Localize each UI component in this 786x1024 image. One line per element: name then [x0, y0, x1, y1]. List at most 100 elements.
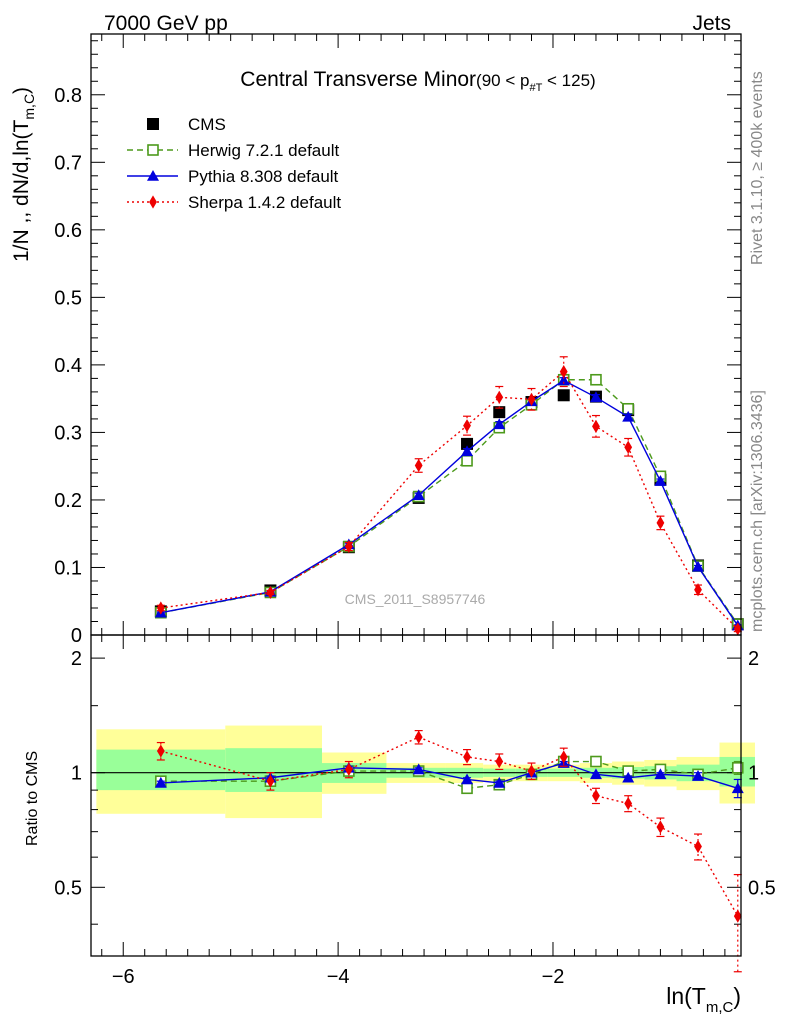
main-y-tick-label: 0.8: [54, 85, 82, 107]
main-data-point: [692, 560, 705, 572]
legend-marker: [147, 170, 159, 181]
main-data-point: [461, 437, 474, 450]
x-label-text: ln(T: [666, 983, 706, 1009]
main-data-point: [557, 389, 570, 402]
main-data-point: [557, 374, 570, 386]
ratio-data-point: [412, 763, 425, 775]
ratio-data-point: [463, 750, 471, 764]
main-title: Central Transverse Minor(90 < p#T < 125): [240, 68, 595, 94]
rivet-label: Rivet 3.1.10, ≥ 400k events: [749, 71, 766, 265]
ratio-data-point: [266, 774, 275, 788]
ratio-data-point: [589, 768, 602, 780]
legend-marker: [149, 195, 157, 209]
x-tick-label: −4: [327, 966, 350, 988]
ratio-data-point: [559, 750, 568, 764]
ratio-data-point: [344, 762, 353, 777]
main-data-point: [733, 622, 742, 636]
ratio-series-sherpa: [156, 730, 742, 973]
ratio-data-point: [154, 776, 167, 788]
main-y-tick-label: 0.1: [54, 557, 82, 579]
ratio-data-point: [495, 754, 504, 769]
main-title-cut-end: < 125): [542, 71, 595, 90]
ratio-y-tick-label: 0.5: [54, 877, 82, 899]
ratio-y-tick-label-right: 0.5: [748, 877, 776, 899]
x-tick-label: −6: [112, 966, 135, 988]
ratio-data-point: [692, 770, 705, 781]
main-y-tick-label: 0.7: [54, 152, 82, 174]
main-data-point: [412, 489, 425, 501]
main-data-point: [654, 475, 667, 486]
main-data-point: [266, 585, 275, 600]
ratio-y-tick-label-right: 1: [748, 763, 759, 785]
main-data-point: [694, 583, 702, 597]
legend-label: Sherpa 1.4.2 default: [188, 193, 341, 212]
header-left: 7000 GeV pp: [104, 12, 228, 35]
main-data-point: [622, 410, 635, 422]
main-y-axis-label: 1/N ,, dN/d,ln(Tm,C): [10, 87, 37, 262]
main-y-tick-label: 0: [71, 625, 82, 647]
legend-marker: [147, 144, 159, 156]
legend-label: Herwig 7.2.1 default: [188, 141, 339, 160]
main-data-point: [463, 419, 471, 433]
main-data-point: [344, 539, 353, 554]
main-data-point: [156, 601, 165, 615]
ratio-data-point: [654, 768, 667, 780]
main-data-point: [589, 391, 602, 403]
ratio-data-point: [622, 771, 635, 783]
ratio-data-point: [493, 776, 506, 788]
ratio-y-tick-label: 1: [71, 763, 82, 785]
main-data-point: [559, 365, 568, 379]
main-data-point: [590, 373, 602, 386]
x-axis-label: ln(Tm,C): [666, 983, 741, 1016]
ratio-panel-frame: [90, 634, 742, 957]
main-y-tick-label: 0.2: [54, 490, 82, 512]
legend-label: Pythia 8.308 default: [188, 167, 339, 186]
ratio-data-point: [461, 782, 473, 795]
ratio-data-point: [461, 773, 474, 785]
main-series-sherpa: [156, 356, 742, 636]
header-right: Jets: [692, 12, 731, 35]
ratio-data-point: [590, 755, 602, 768]
main-data-point: [624, 440, 633, 454]
ratio-axis-ticks: 0.5 0.5 1 1 2 2 −6 −4 −2: [54, 635, 776, 988]
main-y-label-sub: m,C: [21, 94, 37, 120]
ratio-data-point: [156, 744, 165, 758]
ratio-series-group: [154, 730, 744, 973]
main-data-point: [461, 445, 474, 457]
legend-label: CMS: [188, 115, 226, 134]
main-y-label-text: 1/N ,, dN/d,ln(T: [10, 119, 33, 262]
main-y-tick-label: 0.6: [54, 220, 82, 242]
ratio-data-point: [414, 730, 423, 744]
ratio-data-point: [731, 762, 744, 774]
main-y-tick-label: 0.4: [54, 355, 82, 377]
ratio-data-point: [733, 909, 742, 923]
main-title-cut: (90 < p: [476, 71, 529, 90]
main-y-tick-label: 0.5: [54, 287, 82, 309]
analysis-watermark: CMS_2011_S8957746: [345, 591, 486, 607]
ratio-y-tick-label: 2: [71, 648, 82, 670]
main-data-point: [461, 454, 473, 467]
main-data-point: [495, 390, 504, 404]
main-y-tick-label: 0.3: [54, 422, 82, 444]
main-data-point: [414, 458, 423, 473]
main-data-point: [656, 516, 665, 530]
x-label-end: ): [733, 983, 741, 1009]
main-y-label-end: ): [10, 87, 33, 94]
x-tick-label: −2: [542, 966, 565, 988]
main-data-point: [527, 392, 536, 406]
ratio-data-point: [527, 764, 536, 778]
main-data-point: [493, 406, 506, 419]
x-label-sub: m,C: [706, 999, 734, 1016]
ratio-y-tick-label-right: 2: [748, 648, 759, 670]
ratio-data-point: [592, 789, 600, 803]
legend: CMS Herwig 7.2.1 default Pythia 8.308 defa…: [127, 115, 341, 212]
ratio-y-axis-label: Ratio to CMS: [24, 751, 41, 846]
ratio-data-point: [656, 820, 665, 834]
main-title-text: Central Transverse Minor: [240, 68, 476, 91]
ratio-data-point: [694, 839, 702, 854]
main-data-point: [493, 418, 506, 430]
main-data-point: [592, 419, 600, 433]
ratio-data-point: [624, 796, 633, 811]
main-series-group: [154, 356, 744, 636]
